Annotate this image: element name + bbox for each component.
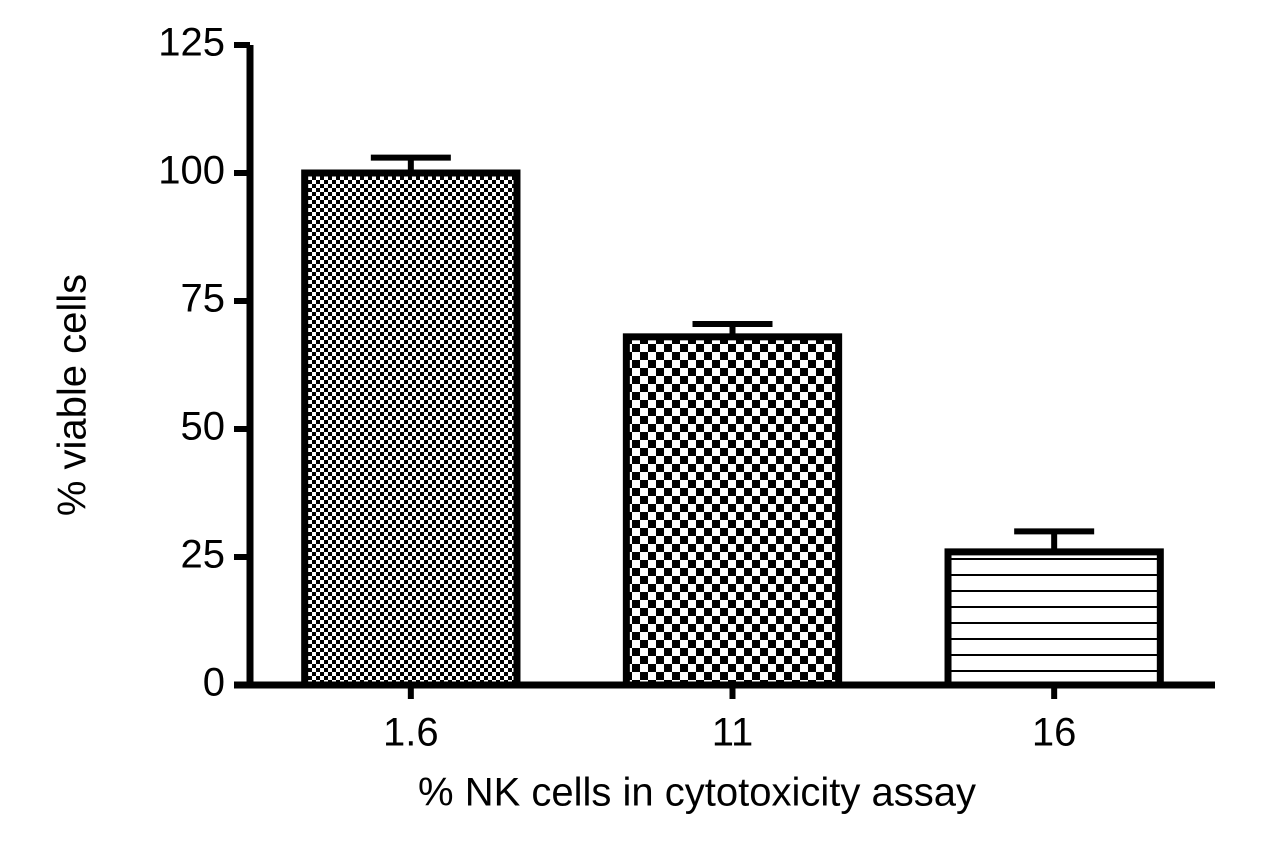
x-axis-title: % NK cells in cytotoxicity assay: [418, 771, 976, 815]
y-tick-label: 25: [181, 533, 226, 577]
y-tick-label: 0: [203, 661, 225, 705]
bar: [301, 169, 521, 689]
y-tick-label: 100: [158, 149, 225, 193]
bar: [944, 548, 1164, 689]
x-tick-label: 11: [712, 711, 754, 755]
y-tick-label: 50: [181, 405, 226, 449]
y-tick-label: 125: [158, 21, 225, 65]
y-axis-title: % viable cells: [51, 274, 95, 516]
bar: [622, 333, 843, 689]
y-tick-label: 75: [181, 277, 226, 321]
x-tick-label: 1.6: [383, 711, 439, 755]
x-tick-label: 16: [1032, 711, 1077, 755]
